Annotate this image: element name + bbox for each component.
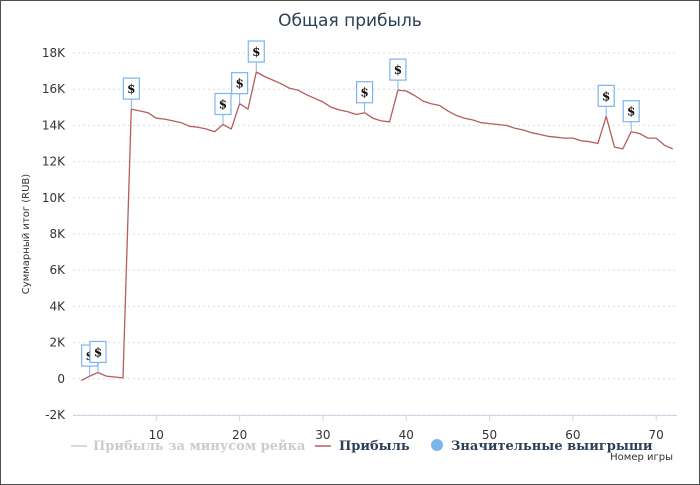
- x-tick-label: 60: [565, 428, 580, 442]
- y-tick-label: 16K: [42, 82, 66, 96]
- y-tick-label: 8K: [49, 227, 66, 241]
- win-flag-label: $: [394, 63, 402, 77]
- win-flag-label: $: [360, 86, 368, 100]
- y-tick-label: 4K: [49, 299, 66, 313]
- flag-layer: $$$$$$$$$$: [81, 40, 640, 377]
- y-tick-label: 14K: [42, 118, 66, 132]
- grid-layer: [73, 52, 677, 421]
- win-flag[interactable]: $: [622, 100, 640, 132]
- win-flag-label: $: [94, 345, 102, 359]
- y-axis-title: Суммарный итог (RUB): [21, 174, 32, 294]
- win-flag[interactable]: $: [355, 81, 374, 113]
- win-flag-box: [214, 92, 232, 116]
- win-flag-label: $: [219, 97, 227, 111]
- win-flag-box: [247, 40, 265, 63]
- legend-label: Прибыль за минусом рейка: [93, 439, 306, 454]
- win-flag-box: [597, 84, 615, 107]
- legend-swatch: [431, 439, 443, 451]
- legend-label: Значительные выигрыши: [451, 439, 653, 454]
- win-flag-box: [389, 58, 407, 81]
- series-layer: [80, 71, 674, 382]
- y-tick-label: 10K: [42, 191, 66, 205]
- y-tick-label: 0: [57, 372, 65, 386]
- x-tick-label: 30: [315, 428, 330, 442]
- win-flag-label: $: [127, 82, 135, 96]
- legend-label: Прибыль: [339, 439, 410, 454]
- y-tick-label: 18K: [42, 46, 66, 60]
- win-flag-box: [622, 100, 640, 123]
- win-flag-label: $: [627, 105, 635, 119]
- x-tick-label: 70: [649, 428, 664, 442]
- x-axis-title: Номер игры: [610, 452, 673, 463]
- y-tick-label: -2K: [45, 408, 66, 422]
- x-tick-label: 50: [482, 428, 497, 442]
- chart-title: Общая прибыль: [278, 11, 422, 31]
- win-flag[interactable]: $: [247, 40, 265, 73]
- win-flag[interactable]: $: [214, 92, 232, 125]
- legend-item-profit[interactable]: Прибыль: [315, 439, 410, 454]
- x-tick-label: 10: [149, 428, 164, 442]
- legend-item-big-wins[interactable]: Значительные выигрыши: [431, 439, 653, 454]
- win-flag[interactable]: $: [89, 340, 107, 373]
- win-flag[interactable]: $: [389, 58, 407, 91]
- x-tick-label: 20: [232, 428, 247, 442]
- win-flag-box: [122, 77, 140, 100]
- win-flag[interactable]: $: [122, 77, 140, 110]
- y-tick-label: 6K: [49, 263, 66, 277]
- legend: Прибыль за минусом рейка Прибыль Значитель…: [71, 439, 653, 454]
- win-flag-label: $: [602, 89, 610, 103]
- legend-item-net-profit[interactable]: Прибыль за минусом рейка: [71, 439, 306, 454]
- win-flag[interactable]: $: [231, 72, 249, 104]
- win-flag-label: $: [252, 45, 260, 59]
- x-tick-label: 40: [399, 428, 414, 442]
- y-tick-label: 12K: [42, 155, 66, 169]
- win-flag-label: $: [235, 77, 243, 91]
- win-flag-box: [89, 340, 107, 364]
- series-line-profit: [80, 71, 674, 382]
- win-flag[interactable]: $: [597, 84, 615, 117]
- win-flag-box: [355, 81, 374, 104]
- tick-layer: -2K 0 2K 4K 6K 8K 10K 12K 14K 16K 18K 10 20 30 40 50 60 7…: [42, 46, 664, 442]
- y-tick-label: 2K: [49, 336, 66, 350]
- win-flag-box: [231, 72, 249, 95]
